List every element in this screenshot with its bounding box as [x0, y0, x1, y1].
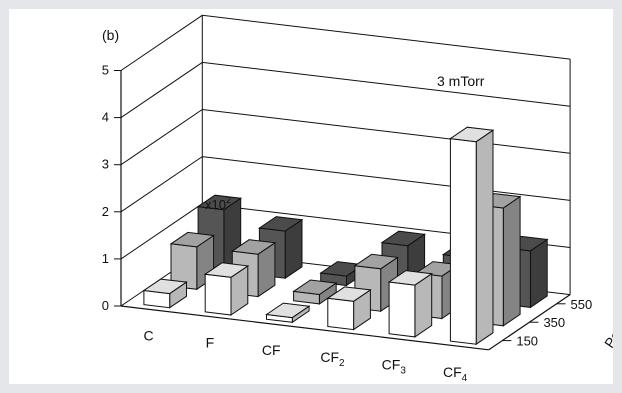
scale-note-exponent: 2 [226, 195, 231, 205]
bar-top [142, 278, 188, 295]
panel-label: (b) [102, 27, 119, 43]
category-label: CF3 [382, 356, 407, 376]
category-label: CF4 [443, 364, 468, 384]
bar-front [449, 138, 477, 345]
bar-C-150 [142, 278, 188, 309]
bar-top [230, 239, 277, 255]
z-tick-label: 4 [102, 110, 109, 125]
bar-front [327, 297, 355, 331]
depth-axis-label: Power [601, 309, 613, 351]
bar-front [204, 273, 232, 316]
category-label-base: F [206, 335, 215, 351]
category-label-base: CF [443, 364, 462, 380]
bar-top [292, 279, 338, 296]
category-label: CF2 [320, 349, 345, 369]
bar-top [265, 302, 311, 319]
bar-top [169, 231, 215, 248]
category-label-base: CF [262, 342, 281, 358]
scale-note: x102 [205, 195, 231, 212]
gridline [120, 61, 571, 119]
bar-CF4-150 [449, 126, 495, 346]
bar-top [387, 270, 434, 286]
category-label-subscript: 4 [462, 373, 468, 384]
gridline [120, 14, 571, 71]
bar-top [449, 126, 495, 143]
category-label-base: CF [382, 356, 401, 372]
bar-F-150 [203, 262, 250, 316]
bar-CF-150 [265, 302, 311, 324]
depth-tick-label: 350 [543, 315, 565, 330]
category-label: CF [262, 342, 281, 358]
bar-front [388, 281, 416, 338]
bar-CF-350 [292, 279, 338, 305]
category-label-subscript: 2 [339, 358, 345, 369]
z-tick-label: 5 [102, 63, 109, 78]
scale-note-base: x10 [205, 197, 226, 212]
pressure-annotation: 3 mTorr [437, 73, 485, 89]
z-tick-label: 0 [102, 298, 109, 313]
z-tick-label: 1 [102, 251, 109, 266]
bar-side [502, 195, 521, 327]
category-label: F [206, 335, 215, 351]
bar-top [380, 230, 426, 247]
category-label-base: CF [320, 349, 339, 365]
bar-top [353, 253, 399, 270]
category-label-subscript: 3 [400, 365, 406, 376]
bar-top [258, 216, 304, 232]
z-tick-label: 2 [102, 204, 109, 219]
category-label: C [144, 327, 154, 343]
x-axis-line [120, 305, 489, 351]
category-label-base: C [144, 327, 154, 343]
depth-tick-label: 550 [571, 297, 593, 312]
bar-top [203, 262, 250, 278]
bar-side [475, 129, 494, 346]
bar-top [326, 286, 372, 302]
z-tick-label: 3 [102, 157, 109, 172]
bar-CF2-150 [326, 286, 372, 331]
gridline [120, 156, 571, 213]
bar-CF3-150 [387, 270, 434, 338]
depth-tick-label: 150 [516, 334, 538, 349]
bar-top [196, 194, 243, 211]
chart-frame: 0 1 2 3 4 5 C F CF CF2 CF3 CF4 150 350 550 Power (b) 3 mT… [9, 9, 613, 384]
gridline [120, 108, 571, 166]
